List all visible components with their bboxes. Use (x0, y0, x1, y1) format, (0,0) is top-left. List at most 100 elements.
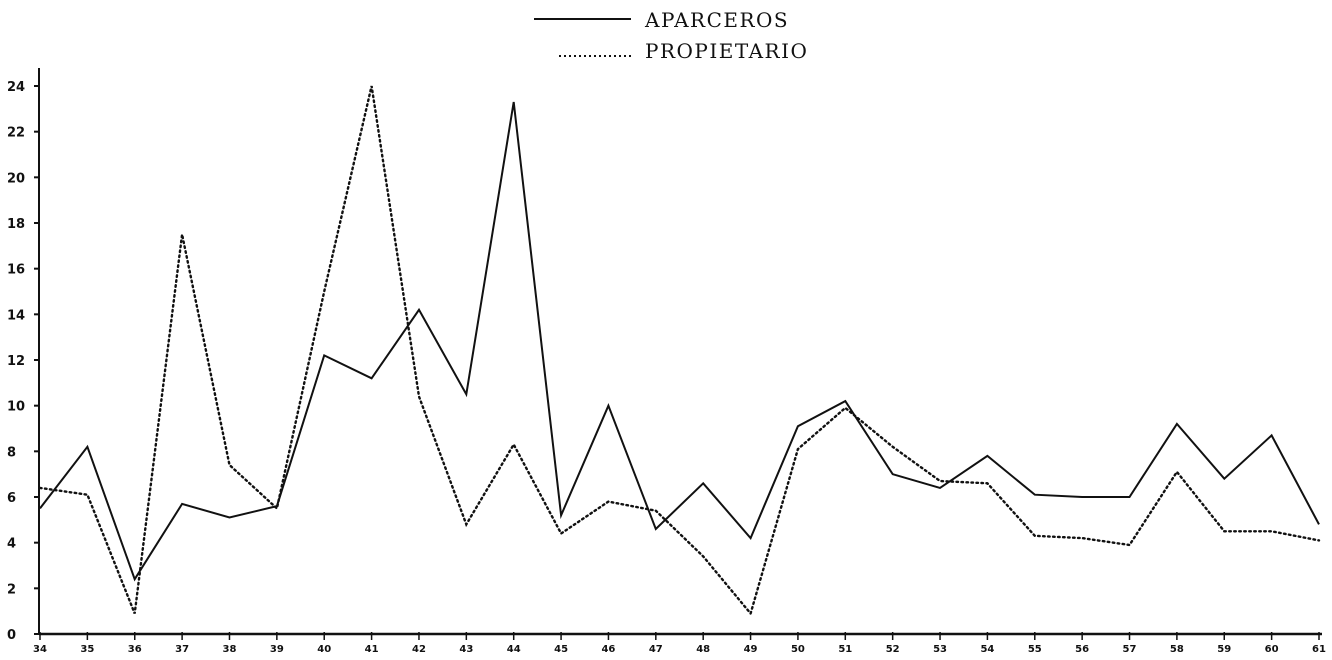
data-point-propietario (182, 234, 183, 235)
data-point-propietario (750, 613, 751, 614)
x-tick-label: 40 (317, 644, 331, 655)
axes (38, 68, 1322, 636)
data-point-aparceros (608, 405, 609, 406)
data-point-aparceros (655, 528, 656, 529)
series-line-aparceros (39, 101, 1320, 582)
data-point-propietario (845, 407, 846, 408)
data-point-aparceros (560, 515, 561, 516)
data-point-propietario (987, 483, 988, 484)
data-point-aparceros (1034, 494, 1035, 495)
data-point-propietario (324, 291, 325, 292)
x-tick-label: 55 (1028, 644, 1042, 655)
x-tick-label: 36 (128, 644, 142, 655)
x-tick-label: 45 (554, 644, 568, 655)
y-tick-label: 2 (7, 582, 16, 597)
data-point-propietario (892, 446, 893, 447)
x-tick-label: 61 (1312, 644, 1326, 655)
data-point-aparceros (939, 487, 940, 488)
y-tick-label: 24 (7, 80, 25, 95)
data-point-aparceros (87, 446, 88, 447)
x-tick-label: 41 (365, 644, 379, 655)
data-point-propietario (608, 501, 609, 502)
data-point-aparceros (182, 503, 183, 504)
data-point-propietario (466, 524, 467, 525)
y-tick-label: 18 (7, 217, 25, 232)
x-tick-label: 56 (1075, 644, 1089, 655)
data-point-aparceros (1082, 496, 1083, 497)
x-tick-label: 59 (1217, 644, 1231, 655)
data-point-propietario (797, 448, 798, 449)
data-point-propietario (1176, 471, 1177, 472)
data-point-aparceros (324, 355, 325, 356)
y-tick-label: 14 (7, 308, 25, 323)
x-tick-label: 34 (33, 644, 47, 655)
data-point-propietario (939, 480, 940, 481)
x-tick-label: 48 (696, 644, 710, 655)
y-tick-label: 12 (7, 354, 25, 369)
x-tick-label: 46 (601, 644, 615, 655)
x-tick-label: 47 (649, 644, 663, 655)
legend: APARCEROS PROPIETARIO (534, 8, 808, 63)
x-tick-label: 51 (838, 644, 852, 655)
x-tick-label: 42 (412, 644, 426, 655)
data-point-aparceros (371, 378, 372, 379)
data-point-aparceros (466, 394, 467, 395)
legend-label-propietario: PROPIETARIO (645, 39, 808, 63)
x-tick-label: 43 (459, 644, 473, 655)
x-tick-label: 57 (1123, 644, 1137, 655)
y-tick-label: 4 (7, 537, 16, 552)
data-point-aparceros (987, 455, 988, 456)
data-point-aparceros (1224, 478, 1225, 479)
data-point-propietario (276, 508, 277, 509)
data-point-aparceros (892, 474, 893, 475)
data-point-aparceros (1271, 435, 1272, 436)
data-point-aparceros (797, 426, 798, 427)
data-point-propietario (655, 510, 656, 511)
data-point-propietario (229, 464, 230, 465)
x-tick-label: 60 (1265, 644, 1279, 655)
x-tick-label: 52 (886, 644, 900, 655)
x-tick-label: 49 (744, 644, 758, 655)
data-point-propietario (1318, 540, 1319, 541)
x-tick-label: 38 (223, 644, 237, 655)
x-tick-label: 39 (270, 644, 284, 655)
series-group (38, 85, 1321, 617)
data-point-propietario (1034, 535, 1035, 536)
data-point-propietario (134, 613, 135, 614)
y-tick-label: 20 (7, 171, 25, 186)
x-tick-label: 44 (507, 644, 521, 655)
data-point-aparceros (1176, 423, 1177, 424)
y-tick-label: 6 (7, 491, 16, 506)
x-tick-label: 50 (791, 644, 805, 655)
x-tick-label: 54 (980, 644, 994, 655)
data-point-aparceros (513, 101, 514, 102)
y-tick-label: 10 (7, 400, 25, 415)
legend-label-aparceros: APARCEROS (644, 8, 789, 32)
data-point-propietario (1224, 531, 1225, 532)
data-point-aparceros (229, 517, 230, 518)
data-point-aparceros (418, 309, 419, 310)
data-point-propietario (1271, 531, 1272, 532)
y-tick-label: 16 (7, 263, 25, 278)
x-tick-label: 35 (80, 644, 94, 655)
data-point-propietario (87, 494, 88, 495)
x-tick-label: 37 (175, 644, 189, 655)
data-point-propietario (703, 556, 704, 557)
data-point-aparceros (845, 401, 846, 402)
data-point-propietario (560, 533, 561, 534)
data-point-propietario (1082, 538, 1083, 539)
y-tick-label: 0 (7, 628, 16, 643)
series-line-propietario (38, 85, 1321, 617)
data-point-propietario (418, 396, 419, 397)
data-point-aparceros (703, 483, 704, 484)
data-point-aparceros (1318, 524, 1319, 525)
y-tick-label: 22 (7, 126, 25, 141)
data-point-aparceros (39, 508, 40, 509)
data-point-propietario (1129, 544, 1130, 545)
y-tick-label: 8 (7, 445, 16, 460)
data-point-aparceros (750, 538, 751, 539)
data-point-propietario (39, 487, 40, 488)
data-point-aparceros (1129, 496, 1130, 497)
